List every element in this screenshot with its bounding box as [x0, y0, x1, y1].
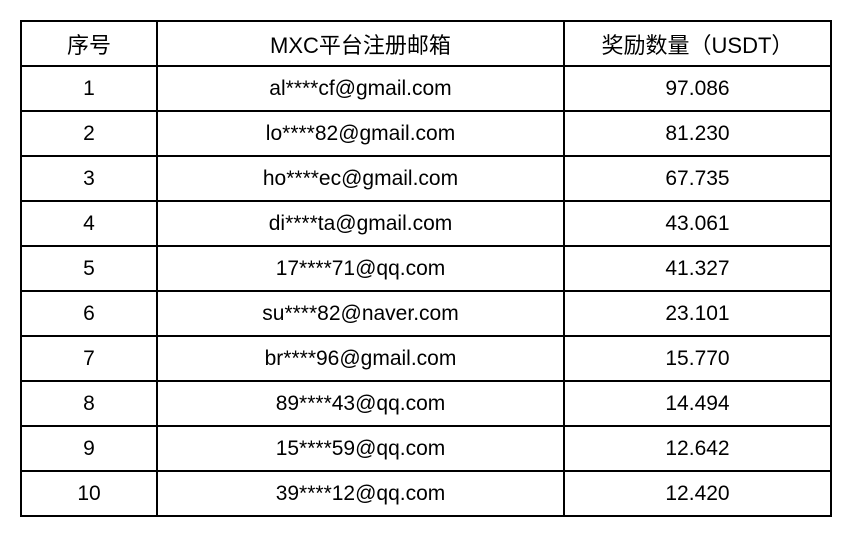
table-row: 2 lo****82@gmail.com 81.230 — [20, 110, 832, 157]
table-row: 3 ho****ec@gmail.com 67.735 — [20, 155, 832, 202]
cell-reward: 81.230 — [563, 110, 832, 157]
cell-email: lo****82@gmail.com — [156, 110, 565, 157]
cell-email: 15****59@qq.com — [156, 425, 565, 472]
cell-reward: 97.086 — [563, 65, 832, 112]
header-reward-amount: 奖励数量（USDT） — [563, 20, 832, 67]
cell-serial-number: 10 — [20, 470, 158, 517]
table-row: 9 15****59@qq.com 12.642 — [20, 425, 832, 472]
cell-reward: 12.420 — [563, 470, 832, 517]
cell-serial-number: 9 — [20, 425, 158, 472]
header-registered-email: MXC平台注册邮箱 — [156, 20, 565, 67]
table-row: 10 39****12@qq.com 12.420 — [20, 470, 832, 517]
cell-serial-number: 4 — [20, 200, 158, 247]
table-row: 8 89****43@qq.com 14.494 — [20, 380, 832, 427]
cell-reward: 14.494 — [563, 380, 832, 427]
cell-serial-number: 6 — [20, 290, 158, 337]
table-header-row: 序号 MXC平台注册邮箱 奖励数量（USDT） — [20, 20, 832, 67]
cell-email: su****82@naver.com — [156, 290, 565, 337]
cell-serial-number: 5 — [20, 245, 158, 292]
table-row: 7 br****96@gmail.com 15.770 — [20, 335, 832, 382]
cell-email: ho****ec@gmail.com — [156, 155, 565, 202]
cell-serial-number: 3 — [20, 155, 158, 202]
table-row: 1 al****cf@gmail.com 97.086 — [20, 65, 832, 112]
cell-email: br****96@gmail.com — [156, 335, 565, 382]
cell-reward: 12.642 — [563, 425, 832, 472]
table-row: 5 17****71@qq.com 41.327 — [20, 245, 832, 292]
table-row: 4 di****ta@gmail.com 43.061 — [20, 200, 832, 247]
cell-serial-number: 2 — [20, 110, 158, 157]
cell-email: 17****71@qq.com — [156, 245, 565, 292]
cell-email: al****cf@gmail.com — [156, 65, 565, 112]
cell-serial-number: 1 — [20, 65, 158, 112]
cell-reward: 41.327 — [563, 245, 832, 292]
cell-email: 39****12@qq.com — [156, 470, 565, 517]
cell-email: di****ta@gmail.com — [156, 200, 565, 247]
cell-reward: 15.770 — [563, 335, 832, 382]
table-row: 6 su****82@naver.com 23.101 — [20, 290, 832, 337]
cell-reward: 67.735 — [563, 155, 832, 202]
cell-serial-number: 8 — [20, 380, 158, 427]
header-serial-number: 序号 — [20, 20, 158, 67]
cell-reward: 23.101 — [563, 290, 832, 337]
cell-reward: 43.061 — [563, 200, 832, 247]
rewards-table: 序号 MXC平台注册邮箱 奖励数量（USDT） 1 al****cf@gmail… — [20, 20, 832, 517]
cell-serial-number: 7 — [20, 335, 158, 382]
cell-email: 89****43@qq.com — [156, 380, 565, 427]
